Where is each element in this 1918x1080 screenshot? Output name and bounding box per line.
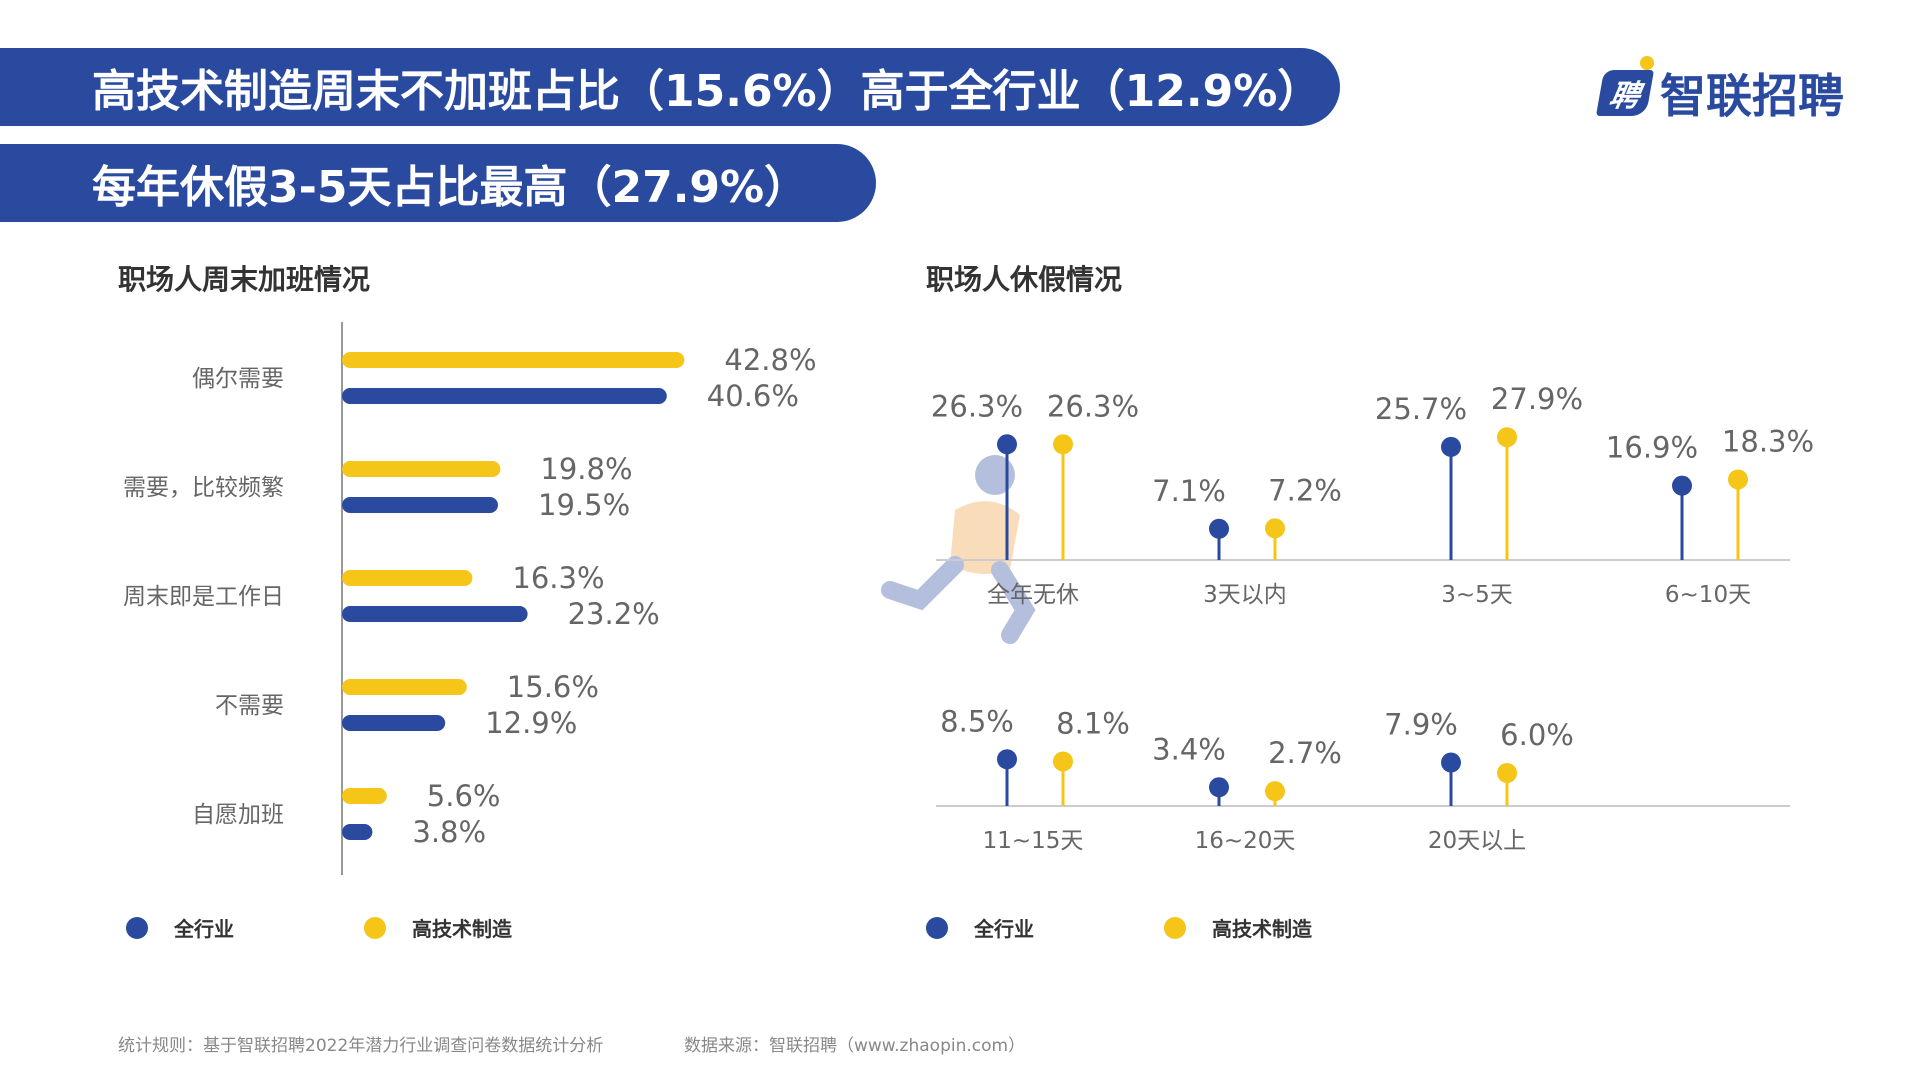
headline-banner: 高技术制造周末不加班占比（15.6%）高于全行业（12.9%） bbox=[0, 48, 1340, 126]
category-label: 不需要 bbox=[215, 693, 284, 719]
lollipop-dot bbox=[1441, 436, 1461, 457]
data-label: 40.6% bbox=[707, 379, 799, 413]
data-label: 3.8% bbox=[412, 815, 486, 849]
subheadline-text: 每年休假3-5天占比最高（27.9%） bbox=[92, 162, 809, 213]
bar bbox=[342, 788, 387, 804]
lollipop-dot bbox=[1053, 751, 1073, 772]
legend-item-all: 全行业 bbox=[126, 913, 234, 942]
left-chart-legend: 全行业 高技术制造 bbox=[126, 913, 578, 942]
data-label: 23.2% bbox=[568, 597, 660, 631]
data-label: 6.0% bbox=[1500, 718, 1574, 752]
data-label: 7.9% bbox=[1384, 708, 1458, 742]
data-label: 16.3% bbox=[512, 561, 604, 595]
data-label: 7.2% bbox=[1268, 473, 1342, 507]
legend-item-all: 全行业 bbox=[926, 913, 1034, 942]
data-label: 26.3% bbox=[931, 389, 1023, 423]
data-label: 27.9% bbox=[1491, 382, 1583, 416]
legend-dot-icon bbox=[364, 916, 386, 939]
category-label: 16~20天 bbox=[1195, 828, 1296, 854]
data-label: 2.7% bbox=[1268, 736, 1342, 770]
subheadline-banner: 每年休假3-5天占比最高（27.9%） bbox=[0, 144, 876, 222]
bar bbox=[342, 679, 467, 695]
legend-label-all: 全行业 bbox=[174, 917, 234, 941]
right-chart-legend: 全行业 高技术制造 bbox=[926, 913, 1378, 942]
lollipop-dot bbox=[1209, 777, 1229, 798]
lollipop-dot bbox=[1265, 781, 1285, 802]
category-label: 11~15天 bbox=[983, 828, 1084, 854]
legend-dot-icon bbox=[1164, 916, 1186, 939]
lollipop-dot bbox=[1209, 518, 1229, 539]
data-label: 7.1% bbox=[1152, 474, 1226, 508]
footnote-rule: 统计规则：基于智联招聘2022年潜力行业调查问卷数据统计分析 bbox=[118, 1036, 604, 1056]
bar bbox=[342, 497, 498, 513]
footnote-source: 数据来源：智联招聘（www.zhaopin.com） bbox=[684, 1036, 1026, 1056]
lollipop-dot bbox=[1265, 518, 1285, 539]
lollipop-dot bbox=[997, 434, 1017, 455]
category-label: 周末即是工作日 bbox=[123, 584, 284, 610]
logo-text: 智联招聘 bbox=[1660, 69, 1844, 123]
lollipop-dot bbox=[997, 749, 1017, 770]
data-label: 8.1% bbox=[1056, 706, 1130, 740]
lollipop-dot bbox=[1728, 469, 1748, 490]
category-label: 6~10天 bbox=[1665, 582, 1751, 608]
data-label: 42.8% bbox=[724, 343, 816, 377]
lollipop-dot bbox=[1672, 475, 1692, 496]
runner-illustration bbox=[881, 455, 1036, 644]
bar bbox=[342, 606, 528, 622]
lollipop-dot bbox=[1497, 763, 1517, 783]
category-label: 自愿加班 bbox=[192, 802, 284, 828]
lollipop-dot bbox=[1497, 427, 1517, 448]
legend-label-all: 全行业 bbox=[974, 917, 1034, 941]
category-label: 需要，比较频繁 bbox=[123, 475, 284, 501]
bar bbox=[342, 824, 373, 840]
data-label: 19.5% bbox=[538, 488, 630, 522]
data-label: 19.8% bbox=[540, 452, 632, 486]
logo-dot-icon bbox=[1640, 56, 1654, 70]
data-label: 3.4% bbox=[1152, 732, 1226, 766]
zhaopin-logo: 聘 智联招聘 bbox=[1595, 56, 1844, 126]
left-chart-title: 职场人周末加班情况 bbox=[118, 263, 371, 296]
bar bbox=[342, 570, 473, 586]
legend-item-tech: 高技术制造 bbox=[1164, 913, 1312, 942]
bar bbox=[342, 461, 501, 477]
data-label: 26.3% bbox=[1047, 389, 1139, 423]
lollipop-dot bbox=[1053, 434, 1073, 455]
data-label: 15.6% bbox=[507, 670, 599, 704]
legend-dot-icon bbox=[126, 916, 148, 939]
legend-label-tech: 高技术制造 bbox=[1212, 917, 1312, 941]
headline-text: 高技术制造周末不加班占比（15.6%）高于全行业（12.9%） bbox=[92, 66, 1322, 117]
data-label: 8.5% bbox=[940, 704, 1014, 738]
legend-label-tech: 高技术制造 bbox=[412, 917, 512, 941]
bar bbox=[342, 352, 685, 368]
category-label: 全年无休 bbox=[987, 582, 1079, 608]
legend-item-tech: 高技术制造 bbox=[364, 913, 512, 942]
category-label: 偶尔需要 bbox=[192, 366, 284, 392]
lollipop-dot bbox=[1441, 752, 1461, 773]
category-label: 3天以内 bbox=[1203, 582, 1287, 608]
data-label: 5.6% bbox=[427, 779, 501, 813]
data-label: 16.9% bbox=[1606, 431, 1698, 465]
legend-dot-icon bbox=[926, 916, 948, 939]
right-chart-title: 职场人休假情况 bbox=[926, 263, 1123, 296]
category-label: 20天以上 bbox=[1428, 828, 1526, 854]
data-label: 25.7% bbox=[1375, 392, 1467, 426]
data-label: 12.9% bbox=[485, 706, 577, 740]
bar bbox=[342, 715, 446, 731]
data-label: 18.3% bbox=[1722, 424, 1814, 458]
bar bbox=[342, 388, 667, 404]
category-label: 3~5天 bbox=[1441, 582, 1513, 608]
